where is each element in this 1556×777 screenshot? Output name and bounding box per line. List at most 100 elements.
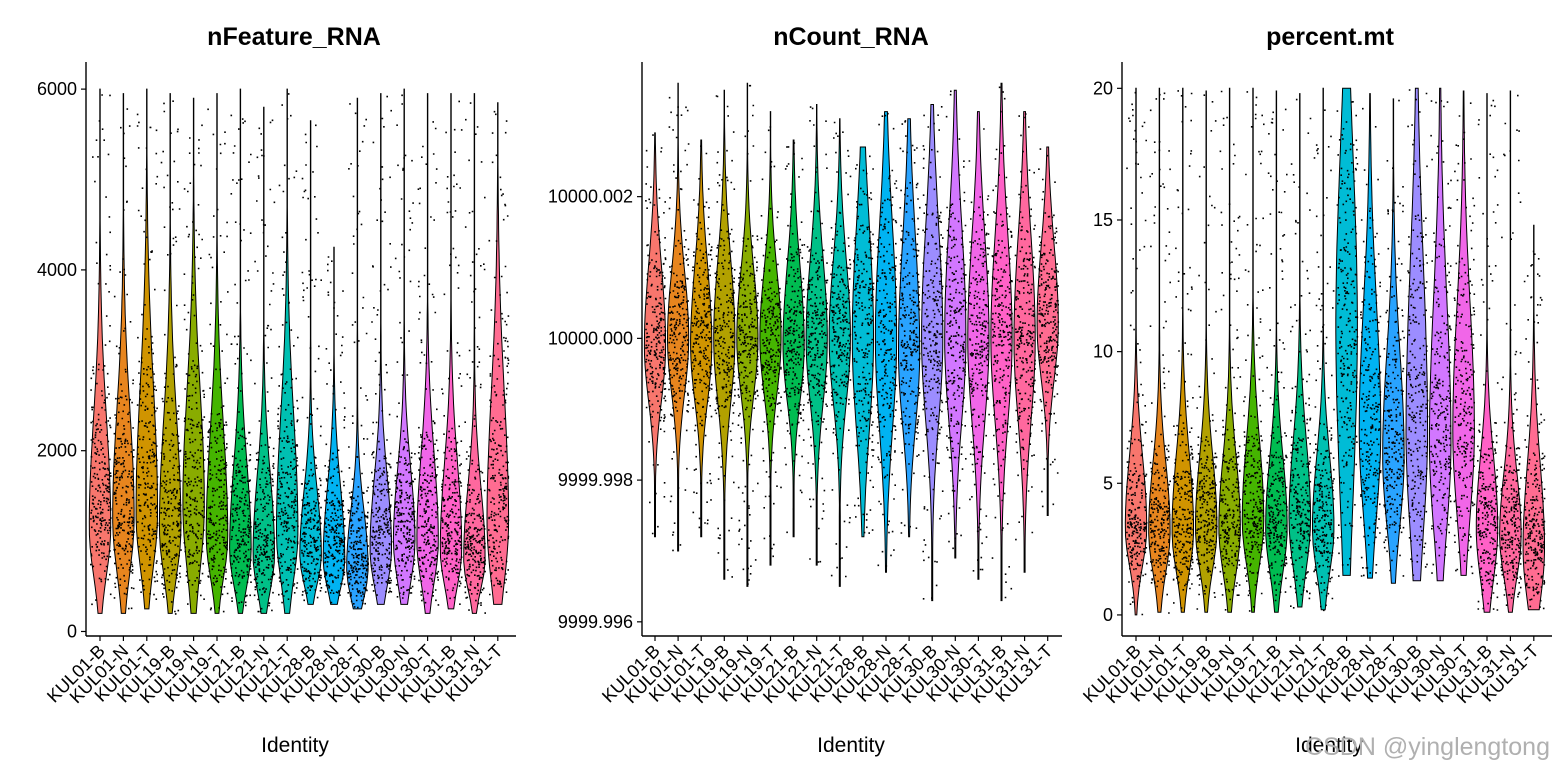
violin-kul31-b [439,93,463,610]
jitter-points-kul31-t [1038,148,1060,508]
jitter-points-kul30-b [371,95,393,596]
jitter-points-kul01-n [113,108,135,610]
y-tick-label: 9999.998 [558,470,633,490]
y-tick-label: 4000 [37,260,77,280]
x-axis-label-percent-mt: Identity [1295,734,1363,757]
points-kul30-n [1430,100,1452,574]
points-kul31-t [1038,148,1060,508]
x-axis-label-nfeature-rna: Identity [261,734,329,757]
x-axis-label-ncount-rna: Identity [817,734,885,757]
jitter-points-kul31-n [1014,113,1036,541]
jitter-points-kul21-b [783,142,806,534]
points-kul31-t [1523,250,1546,610]
jitter-points-kul30-t [417,121,440,606]
points-kul28-b [300,124,323,602]
violin-kul31-b [1475,93,1499,613]
violin-kul19-n [182,97,205,614]
violin-kul01-n [1148,87,1171,613]
violin-kul28-t [1382,98,1405,584]
violin-kul19-b [158,93,182,614]
watermark: CSDN @yinglengtong [1305,733,1550,761]
violin-kul28-n [322,246,346,605]
jitter-points-kul19-t [1243,91,1265,612]
jitter-points-kul01-t [1172,90,1195,609]
violin-kul01-t [1171,87,1194,613]
jitter-points-kul28-n [324,256,346,604]
y-tick-label: 0 [67,621,77,641]
violin-kul28-b [299,120,322,605]
points-kul30-n [945,90,967,550]
violin-kul01-b [88,88,112,614]
violin-kul19-t [205,93,229,614]
violin-kul28-t [346,97,369,610]
violin-kul28-t [898,118,921,538]
points-kul30-b [1406,89,1429,576]
y-tick-label: 9999.996 [558,612,633,632]
violin-kul31-n [1013,111,1036,573]
points-kul21-n [806,106,829,563]
violin-kul30-t [967,111,990,580]
y-tick-label: 20 [1093,78,1113,98]
chart-title-percent-mt: percent.mt [1266,23,1394,51]
jitter-points-kul28-n [1360,107,1382,577]
violin-kul30-n [392,88,416,605]
points-kul19-t [1243,91,1265,612]
points-kul19-b [714,95,736,578]
violin-kul31-t [486,102,510,605]
violin-kul21-b [782,139,805,538]
jitter-points-kul31-n [1500,94,1522,607]
points-kul31-b [991,86,1013,599]
points-kul21-t [829,121,852,578]
violin-kul19-t [759,111,782,566]
violin-kul19-t [1241,87,1265,613]
y-tick-label: 6000 [37,79,77,99]
violin-kul19-n [736,82,759,587]
violin-kul21-b [229,88,252,614]
jitter-points-kul31-n [464,102,486,614]
y-tick-label: 0 [1103,605,1113,625]
points-kul30-n [394,94,416,599]
jitter-points-kul28-t [1383,99,1405,577]
points-kul31-n [1500,94,1522,607]
jitter-points-kul30-t [1453,102,1476,575]
points-kul31-t [487,110,510,596]
points-kul19-n [183,124,206,605]
points-kul30-t [1453,102,1476,575]
jitter-points-kul01-t [691,145,713,529]
panel-ncount-rna: nCount_RNA Identity 9999.996 9999.998 1000… [548,23,1062,757]
points-kul30-b [371,95,393,596]
violin-kul28-n [1358,93,1382,579]
jitter-points-kul21-t [829,121,852,578]
points-kul30-t [417,121,440,606]
violin-kul01-t [135,88,158,610]
panel-nfeature-rna: nFeature_RNA Identity 0200040006000KUL01… [37,23,516,757]
violin-kul21-t [828,118,851,587]
jitter-points-kul28-b [300,124,323,602]
y-tick-label: 10000.002 [548,187,633,207]
jitter-points-kul21-b [1266,108,1288,602]
violin-kul31-t [1522,224,1545,611]
points-kul21-n [1289,98,1312,609]
points-kul01-t [1172,90,1195,609]
points-kul01-n [1149,92,1171,614]
points-kul01-n [113,108,135,610]
violin-kul30-n [1428,87,1452,582]
violin-kul01-n [112,93,135,614]
points-kul01-b [90,94,112,606]
violin-kul31-n [463,93,486,614]
violin-kul21-n [252,106,276,614]
points-kul28-b [853,155,875,534]
jitter-points-kul19-b [1196,94,1218,610]
y-tick-label: 2000 [37,441,77,461]
violin-kul28-b [851,146,874,538]
plot-area-nfeature-rna [88,88,510,615]
points-kul19-t [207,108,229,613]
jitter-points-kul31-t [487,110,510,596]
jitter-points-kul30-n [945,90,967,550]
violin-kul30-b [369,93,392,605]
jitter-points-kul30-b [922,106,944,600]
points-kul30-b [922,106,944,600]
violin-kul19-b [713,89,736,580]
